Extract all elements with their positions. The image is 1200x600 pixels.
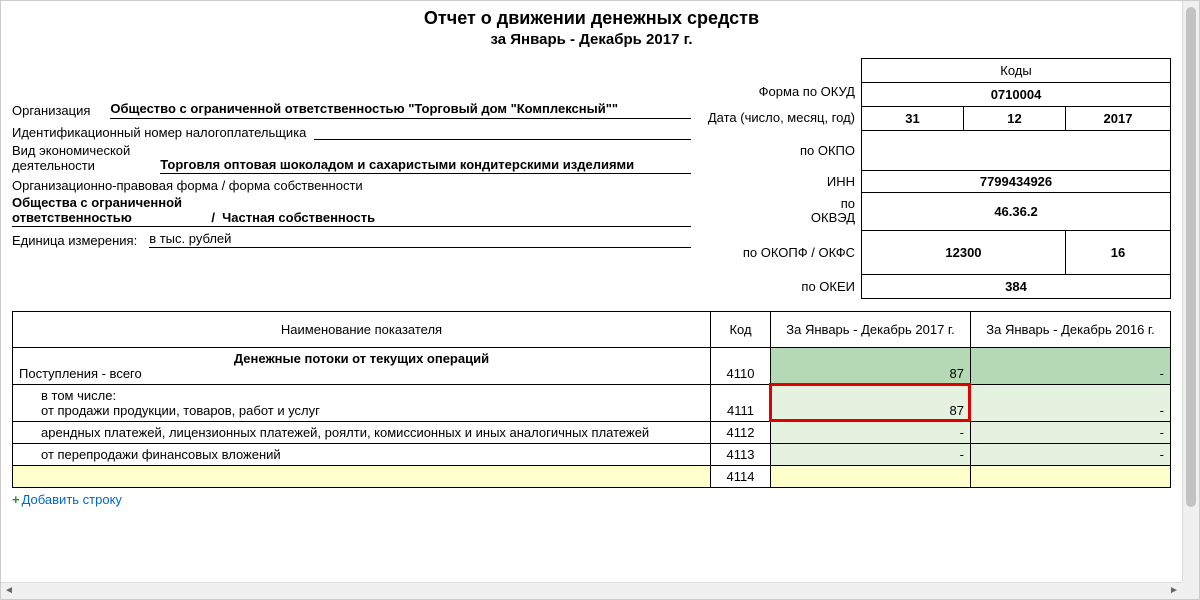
scrollbar-vertical[interactable]: [1182, 1, 1199, 582]
side-okud: Форма по ОКУД: [759, 78, 855, 104]
activity-line: Вид экономическойдеятельности Торговля о…: [12, 144, 691, 174]
row1-code: 4111: [711, 385, 771, 422]
scrollbar-thumb-v[interactable]: [1186, 7, 1196, 507]
report-period: за Январь - Декабрь 2017 г.: [12, 31, 1171, 48]
activity-label: Вид экономическойдеятельности: [12, 144, 130, 174]
legalform-value: Общества с ограниченнойответственностью …: [12, 195, 691, 227]
okopf-value: 12300: [862, 231, 1066, 275]
side-okved: поОКВЭД: [811, 192, 855, 230]
side-okpo: по ОКПО: [800, 130, 855, 170]
row4-code: 4114: [711, 466, 771, 488]
side-labels: Форма по ОКУД Дата (число, месяц, год) п…: [691, 54, 861, 298]
date-month: 12: [963, 107, 1065, 131]
org-label: Организация: [12, 103, 90, 119]
add-row-text: Добавить строку: [22, 492, 122, 507]
okpo-value: [862, 131, 1171, 171]
row0-name: Поступления - всего: [19, 366, 704, 381]
table-row: от перепродажи финансовых вложений 4113 …: [13, 444, 1171, 466]
scrollbar-horizontal[interactable]: ◄ ►: [1, 582, 1182, 599]
inn-code: 7799434926: [862, 171, 1171, 193]
inn-label: Идентификационный номер налогоплательщик…: [12, 125, 306, 140]
report-viewport: Отчет о движении денежных средств за Янв…: [0, 0, 1200, 600]
date-day: 31: [862, 107, 964, 131]
row2-code: 4112: [711, 422, 771, 444]
row1-subhdr: в том числе:: [41, 388, 704, 403]
scroll-right-icon[interactable]: ►: [1166, 583, 1182, 599]
row4-p2[interactable]: [971, 466, 1171, 488]
row2-p1[interactable]: -: [771, 422, 971, 444]
table-row: в том числе: от продажи продукции, товар…: [13, 385, 1171, 422]
codes-header: Коды: [862, 59, 1171, 83]
section-title: Денежные потоки от текущих операций: [19, 351, 704, 366]
row0-p2[interactable]: -: [971, 348, 1171, 385]
row4-name[interactable]: [13, 466, 711, 488]
col-code: Код: [711, 312, 771, 348]
okved-value: 46.36.2: [862, 193, 1171, 231]
inn-value-blank: [314, 123, 691, 140]
col-name: Наименование показателя: [13, 312, 711, 348]
row2-p2[interactable]: -: [971, 422, 1171, 444]
okud-value: 0710004: [862, 83, 1171, 107]
row3-name: от перепродажи финансовых вложений: [13, 444, 711, 466]
row0-p1[interactable]: 87: [771, 348, 971, 385]
row1-p2[interactable]: -: [971, 385, 1171, 422]
unit-line: Единица измерения: в тыс. рублей: [12, 231, 691, 248]
side-okei: по ОКЕИ: [801, 274, 855, 298]
header-grid: Организация Общество с ограниченной отве…: [12, 54, 1171, 299]
add-row-link[interactable]: +Добавить строку: [12, 492, 1171, 507]
row1-name: в том числе: от продажи продукции, товар…: [13, 385, 711, 422]
plus-icon: +: [12, 492, 20, 507]
row3-p1[interactable]: -: [771, 444, 971, 466]
col-p2: За Январь - Декабрь 2016 г.: [971, 312, 1171, 348]
row2-name: арендных платежей, лицензионных платежей…: [13, 422, 711, 444]
side-okopf: по ОКОПФ / ОКФС: [743, 230, 855, 274]
report-content: Отчет о движении денежных средств за Янв…: [6, 6, 1177, 507]
row3-p2[interactable]: -: [971, 444, 1171, 466]
legalform-label: Организационно-правовая форма / форма со…: [12, 178, 691, 193]
activity-value: Торговля оптовая шоколадом и сахаристыми…: [160, 157, 691, 174]
report-title: Отчет о движении денежных средств: [12, 8, 1171, 29]
row1-p1[interactable]: 87: [771, 385, 971, 422]
section-cell: Денежные потоки от текущих операций Пост…: [13, 348, 711, 385]
section-row: Денежные потоки от текущих операций Пост…: [13, 348, 1171, 385]
row4-p1[interactable]: [771, 466, 971, 488]
scroll-left-icon[interactable]: ◄: [1, 583, 17, 599]
table-row: 4114: [13, 466, 1171, 488]
header-left: Организация Общество с ограниченной отве…: [12, 54, 691, 248]
date-year: 2017: [1065, 107, 1170, 131]
table-row: арендных платежей, лицензионных платежей…: [13, 422, 1171, 444]
row1-text: от продажи продукции, товаров, работ и у…: [41, 403, 704, 418]
data-table: Наименование показателя Код За Январь - …: [12, 311, 1171, 488]
codes-table: Коды 0710004 31 12 2017 7799434926 46.36…: [861, 58, 1171, 299]
col-p1: За Январь - Декабрь 2017 г.: [771, 312, 971, 348]
inn-line: Идентификационный номер налогоплательщик…: [12, 123, 691, 140]
data-table-wrap: Наименование показателя Код За Январь - …: [12, 311, 1171, 488]
okei-value: 384: [862, 275, 1171, 299]
unit-value: в тыс. рублей: [149, 231, 691, 248]
org-name: Общество с ограниченной ответственностью…: [110, 102, 691, 119]
row0-code: 4110: [711, 348, 771, 385]
side-date: Дата (число, месяц, год): [708, 104, 855, 130]
side-inn: ИНН: [827, 170, 855, 192]
scroll-corner: [1182, 582, 1199, 599]
unit-label: Единица измерения:: [12, 233, 137, 248]
row3-code: 4113: [711, 444, 771, 466]
codes-box: Коды 0710004 31 12 2017 7799434926 46.36…: [861, 58, 1171, 299]
org-line: Организация Общество с ограниченной отве…: [12, 102, 691, 119]
legalform-line: Организационно-правовая форма / форма со…: [12, 178, 691, 227]
okfs-value: 16: [1065, 231, 1170, 275]
table-header-row: Наименование показателя Код За Январь - …: [13, 312, 1171, 348]
